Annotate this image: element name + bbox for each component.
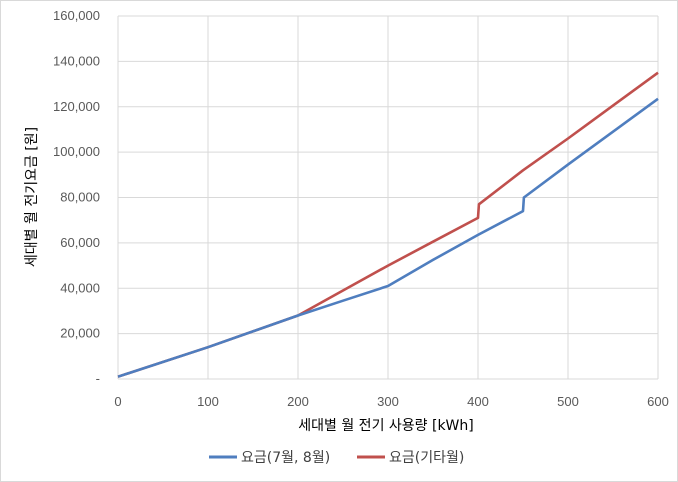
grid-layer	[117, 15, 659, 380]
x-tick-label: 200	[287, 394, 309, 409]
x-tick-label: 400	[467, 394, 489, 409]
y-tick-label: 160,000	[53, 8, 100, 23]
y-tick-label: 140,000	[53, 53, 100, 68]
y-tick-label: 80,000	[60, 190, 100, 205]
legend-label: 요금(7월, 8월)	[241, 450, 330, 466]
y-axis-tick-labels: - 20,000 40,000 60,000 80,000 100,000 120,000 1…	[53, 8, 100, 386]
series-layer	[117, 71, 659, 378]
y-tick-label: 40,000	[60, 280, 100, 295]
y-tick-label: -	[96, 371, 100, 386]
y-tick-label: 60,000	[60, 235, 100, 250]
y-tick-label: 100,000	[53, 144, 100, 159]
y-tick-label: 120,000	[53, 99, 100, 114]
x-tick-label: 600	[647, 394, 669, 409]
x-tick-label: 0	[114, 394, 121, 409]
x-axis-title: 세대별 월 전기 사용량 [kWh]	[298, 418, 473, 434]
legend: 요금(7월, 8월) 요금(기타월)	[209, 450, 464, 466]
x-tick-label: 100	[197, 394, 219, 409]
y-tick-label: 20,000	[60, 326, 100, 341]
legend-label: 요금(기타월)	[389, 450, 464, 466]
y-axis-title: 세대별 월 전기요금 [원]	[24, 127, 40, 267]
x-tick-label: 300	[377, 394, 399, 409]
x-tick-label: 500	[557, 394, 579, 409]
series-line-1	[117, 97, 659, 378]
x-axis-tick-labels: 0 100 200 300 400 500 600	[114, 394, 668, 409]
